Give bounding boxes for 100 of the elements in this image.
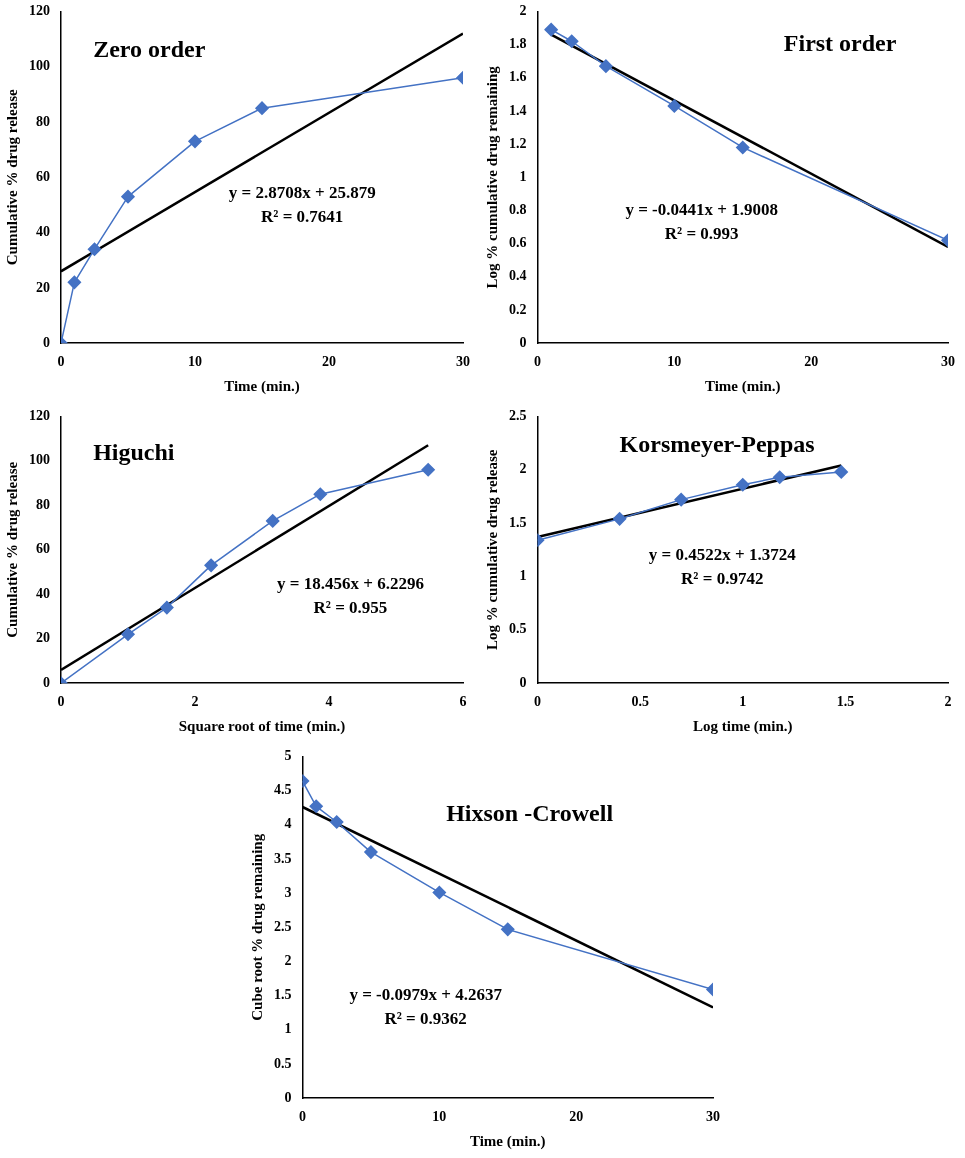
point [160, 600, 174, 615]
x-tick-label: 0 [534, 354, 541, 370]
y-tick-label: 4.5 [274, 782, 292, 798]
y-axis-title: Cumulative % drug release [3, 461, 20, 638]
x-tick-label: 30 [706, 1109, 720, 1125]
y-tick-label: 0.2 [509, 301, 527, 317]
text: Zero order [93, 36, 206, 63]
annotation: y = 0.4522x + 1.3724 [648, 544, 797, 564]
y-tick-label: 1.8 [509, 36, 527, 52]
point [564, 34, 579, 49]
point [313, 487, 328, 501]
point [834, 465, 849, 479]
x-tick-label: 2 [944, 694, 952, 710]
point [364, 845, 378, 859]
point [67, 275, 82, 290]
point [121, 189, 135, 204]
y-tick-label: 0.6 [509, 235, 527, 251]
x-axis-title: Square root of time (min.) [178, 717, 346, 735]
y-tick-label: 1.5 [274, 987, 292, 1003]
y-tick-label: 0.5 [509, 621, 527, 637]
x-tick-label: 20 [804, 354, 819, 370]
y-tick-label: 1.5 [509, 514, 527, 530]
point [87, 242, 102, 256]
point [772, 470, 787, 484]
y-tick-label: 2.5 [509, 408, 527, 424]
text: Hixson -Crowell [446, 799, 614, 826]
text: First order [783, 29, 897, 56]
y-tick-label: 0 [43, 674, 50, 690]
x-tick-label: 10 [667, 354, 682, 370]
x-tick-label: 0 [57, 694, 65, 710]
annotation: R² = 0.9742 [681, 568, 764, 588]
y-tick-label: 5 [284, 748, 292, 764]
y-axis-title: Log % cumulative drug remaining [483, 65, 500, 289]
y-tick-label: 60 [36, 541, 50, 557]
x-tick-label: 10 [188, 354, 202, 370]
point [255, 101, 269, 115]
annotation: R² = 0.7641 [261, 207, 344, 227]
y-tick-label: 120 [29, 408, 50, 424]
y-tick-label: 4 [284, 816, 292, 832]
annotation: y = 2.8708x + 25.879 [228, 183, 376, 203]
x-axis-title: Log time (min.) [692, 717, 793, 735]
point [674, 492, 688, 507]
y-tick-label: 1 [284, 1021, 292, 1037]
annotation: R² = 0.9362 [384, 1009, 467, 1029]
point [736, 477, 750, 492]
y-tick-label: 1 [519, 168, 527, 184]
annotation: R² = 0.955 [313, 597, 388, 617]
y-tick-label: 100 [29, 452, 50, 468]
y-tick-label: 40 [36, 224, 50, 240]
x-tick-label: 10 [432, 1109, 447, 1125]
y-tick-label: 80 [36, 496, 50, 512]
annotation: y = -0.0441x + 1.9008 [625, 199, 778, 219]
y-axis-title: Log % cumulative drug release [483, 449, 500, 651]
point [736, 140, 750, 155]
y-tick-label: 100 [29, 58, 50, 74]
point [329, 815, 344, 829]
point [421, 463, 435, 477]
y-tick-label: 1.4 [509, 102, 527, 118]
y-tick-label: 20 [36, 279, 50, 295]
y-tick-label: 1 [519, 568, 527, 584]
x-tick-label: 0 [57, 354, 65, 370]
x-tick-label: 1 [739, 694, 747, 710]
x-tick-label: 2 [191, 694, 199, 710]
x-tick-label: 1.5 [836, 694, 855, 710]
y-tick-label: 20 [36, 630, 50, 646]
x-tick-label: 20 [569, 1109, 584, 1125]
point [265, 514, 280, 528]
y-tick-label: 0.8 [509, 202, 527, 218]
y-tick-label: 1.2 [509, 135, 527, 151]
x-tick-label: 6 [459, 694, 467, 710]
x-tick-label: 0 [534, 694, 541, 710]
x-tick-label: 30 [456, 354, 470, 370]
x-tick-label: 0.5 [631, 694, 649, 710]
y-tick-label: 2 [519, 3, 527, 19]
x-axis-title: Time (min.) [704, 377, 781, 395]
y-tick-label: 3 [284, 884, 292, 900]
text: Higuchi [93, 438, 175, 465]
point [599, 59, 613, 73]
y-tick-label: 0 [519, 334, 527, 350]
y-tick-label: 2.5 [274, 918, 292, 934]
y-axis-title: Cube root % drug remaining [248, 833, 265, 1021]
point [121, 627, 135, 642]
y-tick-label: 2 [284, 953, 292, 969]
y-tick-label: 0 [284, 1089, 292, 1105]
y-tick-label: 0 [519, 674, 527, 690]
point [432, 885, 447, 900]
y-tick-label: 0.4 [509, 268, 527, 284]
point [204, 558, 218, 573]
x-tick-label: 30 [941, 354, 955, 370]
point [188, 134, 202, 149]
x-axis-title: Time (min.) [224, 377, 300, 395]
point [667, 99, 682, 113]
y-tick-label: 3.5 [274, 850, 292, 866]
x-tick-label: 4 [325, 694, 333, 710]
x-tick-label: 20 [322, 354, 336, 370]
y-axis-title: Cumulative % drug release [3, 88, 20, 266]
y-tick-label: 0 [43, 334, 50, 350]
y-tick-label: 40 [36, 585, 50, 601]
point [612, 512, 627, 526]
y-tick-label: 80 [36, 113, 50, 129]
